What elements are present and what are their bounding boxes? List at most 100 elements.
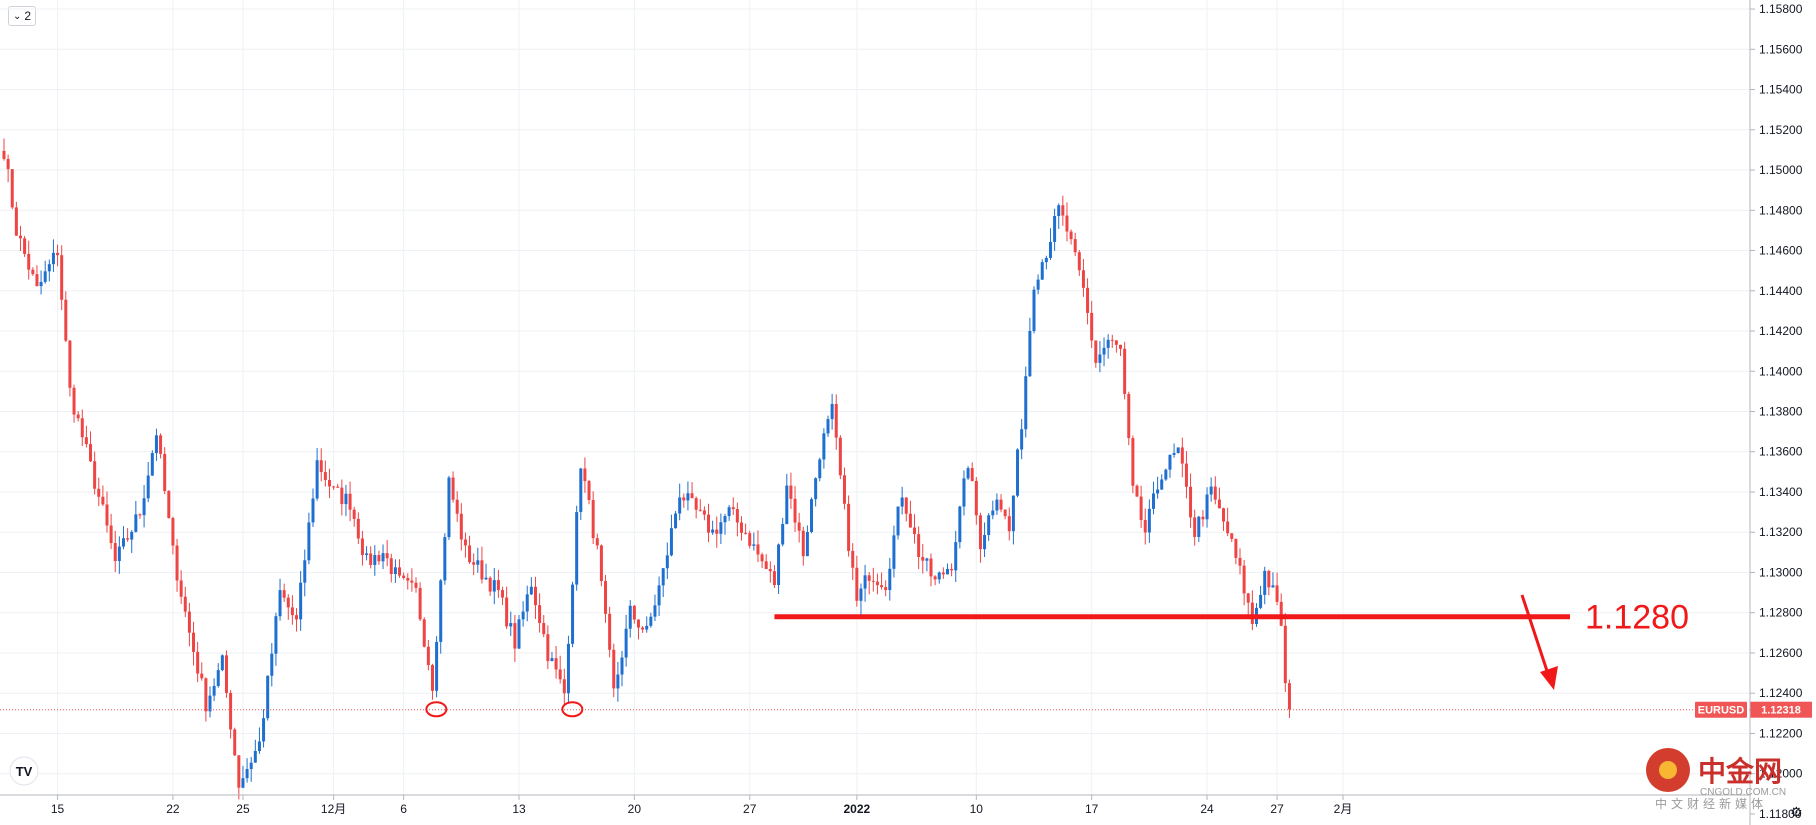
candle-body [315, 460, 319, 499]
price-axis[interactable]: 1.15800 1.15600 1.15400 1.15200 1.15000 1.148… [1749, 0, 1803, 825]
candle-body [154, 435, 158, 454]
time-tick-label: 25 [236, 802, 250, 816]
candle-body [393, 567, 397, 575]
candle-body [332, 486, 336, 488]
candle-body [89, 444, 93, 462]
candle-body [501, 590, 505, 598]
candle-body [1275, 585, 1279, 602]
support-level-label: 1.1280 [1585, 599, 1689, 637]
price-tick-label: 1.14800 [1759, 203, 1803, 217]
candle-body [653, 605, 657, 617]
candle-body [187, 611, 191, 633]
candle-body [1094, 340, 1098, 363]
candle-body [987, 515, 991, 535]
candle-body [35, 274, 39, 287]
candle-body [880, 585, 884, 588]
candle-body [422, 619, 426, 647]
candle-body [266, 675, 270, 719]
candle-body [1242, 565, 1246, 594]
candle-body [398, 567, 402, 576]
price-tick-label: 1.15800 [1759, 2, 1803, 16]
candle-body [521, 611, 525, 620]
candle-body [212, 685, 216, 696]
candle-body [970, 468, 974, 481]
candle-body [307, 522, 311, 561]
candle-body [888, 568, 892, 591]
candle-body [472, 562, 476, 565]
watermark-url: CNGOLD.COM.CN [1700, 787, 1786, 798]
candle-body [455, 499, 459, 514]
candle-body [1077, 252, 1081, 271]
candle-body [348, 493, 352, 510]
candle-body [159, 435, 163, 454]
candle-body [327, 479, 331, 487]
candle-body [1036, 279, 1040, 290]
candle-body [1028, 331, 1032, 377]
candle-body [1156, 489, 1160, 494]
collapse-toggle-button[interactable]: ⌄ 2 [8, 6, 36, 26]
candle-body [814, 478, 818, 500]
candle-body [282, 590, 286, 598]
candle-body [117, 546, 121, 562]
candle-body [1044, 257, 1048, 263]
gear-icon[interactable]: ⚙ [1790, 805, 1803, 821]
candle-body [851, 550, 855, 568]
candle-body [669, 528, 673, 556]
candle-body [847, 503, 851, 551]
chevron-down-icon: ⌄ [12, 10, 22, 22]
candle-body [628, 605, 632, 629]
candle-body [962, 478, 966, 507]
candle-body [492, 580, 496, 592]
candle-body [389, 558, 393, 575]
candle-body [224, 655, 228, 693]
candle-body [130, 531, 134, 540]
candle-body [624, 628, 628, 658]
candle-body [937, 572, 941, 580]
candle-body [871, 580, 875, 582]
candle-body [430, 665, 434, 691]
candle-body [385, 553, 389, 559]
candle-body [678, 497, 682, 514]
price-tick-label: 1.13200 [1759, 525, 1803, 539]
candle-body [884, 587, 888, 591]
candle-body [93, 461, 97, 489]
candle-body [855, 567, 859, 601]
candle-body [109, 525, 113, 544]
candle-body [373, 554, 377, 565]
time-axis[interactable]: 15 22 25 12月 6 13 20 27 2022 10 17 24 27 2月 [0, 794, 1750, 816]
candle-body [208, 695, 212, 712]
candle-body [583, 468, 587, 482]
candle-body [925, 558, 929, 561]
candle-body [632, 605, 636, 620]
candle-body [1267, 570, 1271, 588]
candle-body [183, 596, 187, 612]
candle-body [636, 619, 640, 628]
candle-body [533, 586, 537, 606]
candle-body [80, 418, 84, 438]
candle-body [764, 561, 768, 569]
candle-body [1205, 494, 1209, 520]
candle-body [303, 560, 307, 583]
price-tick-label: 1.13000 [1759, 565, 1803, 579]
candle-body [1164, 469, 1168, 480]
candle-body [509, 623, 513, 627]
candle-body [768, 568, 772, 572]
candle-body [274, 616, 278, 654]
candle-body [641, 627, 645, 630]
price-tick-label: 1.13800 [1759, 405, 1803, 419]
candle-body [1259, 594, 1263, 608]
candle-body [2, 150, 6, 159]
time-tick-label: 20 [628, 802, 642, 816]
candle-body [517, 619, 521, 649]
candle-body [1102, 347, 1106, 355]
price-tick-label: 1.15000 [1759, 163, 1803, 177]
candle-body [414, 582, 418, 588]
candle-body [463, 539, 467, 546]
candle-body [435, 641, 439, 691]
last-price-tag [1750, 701, 1812, 718]
time-tick-label: 2月 [1334, 802, 1353, 816]
candle-body [1016, 449, 1020, 496]
price-tick-label: 1.15600 [1759, 42, 1803, 56]
candle-body [377, 554, 381, 562]
